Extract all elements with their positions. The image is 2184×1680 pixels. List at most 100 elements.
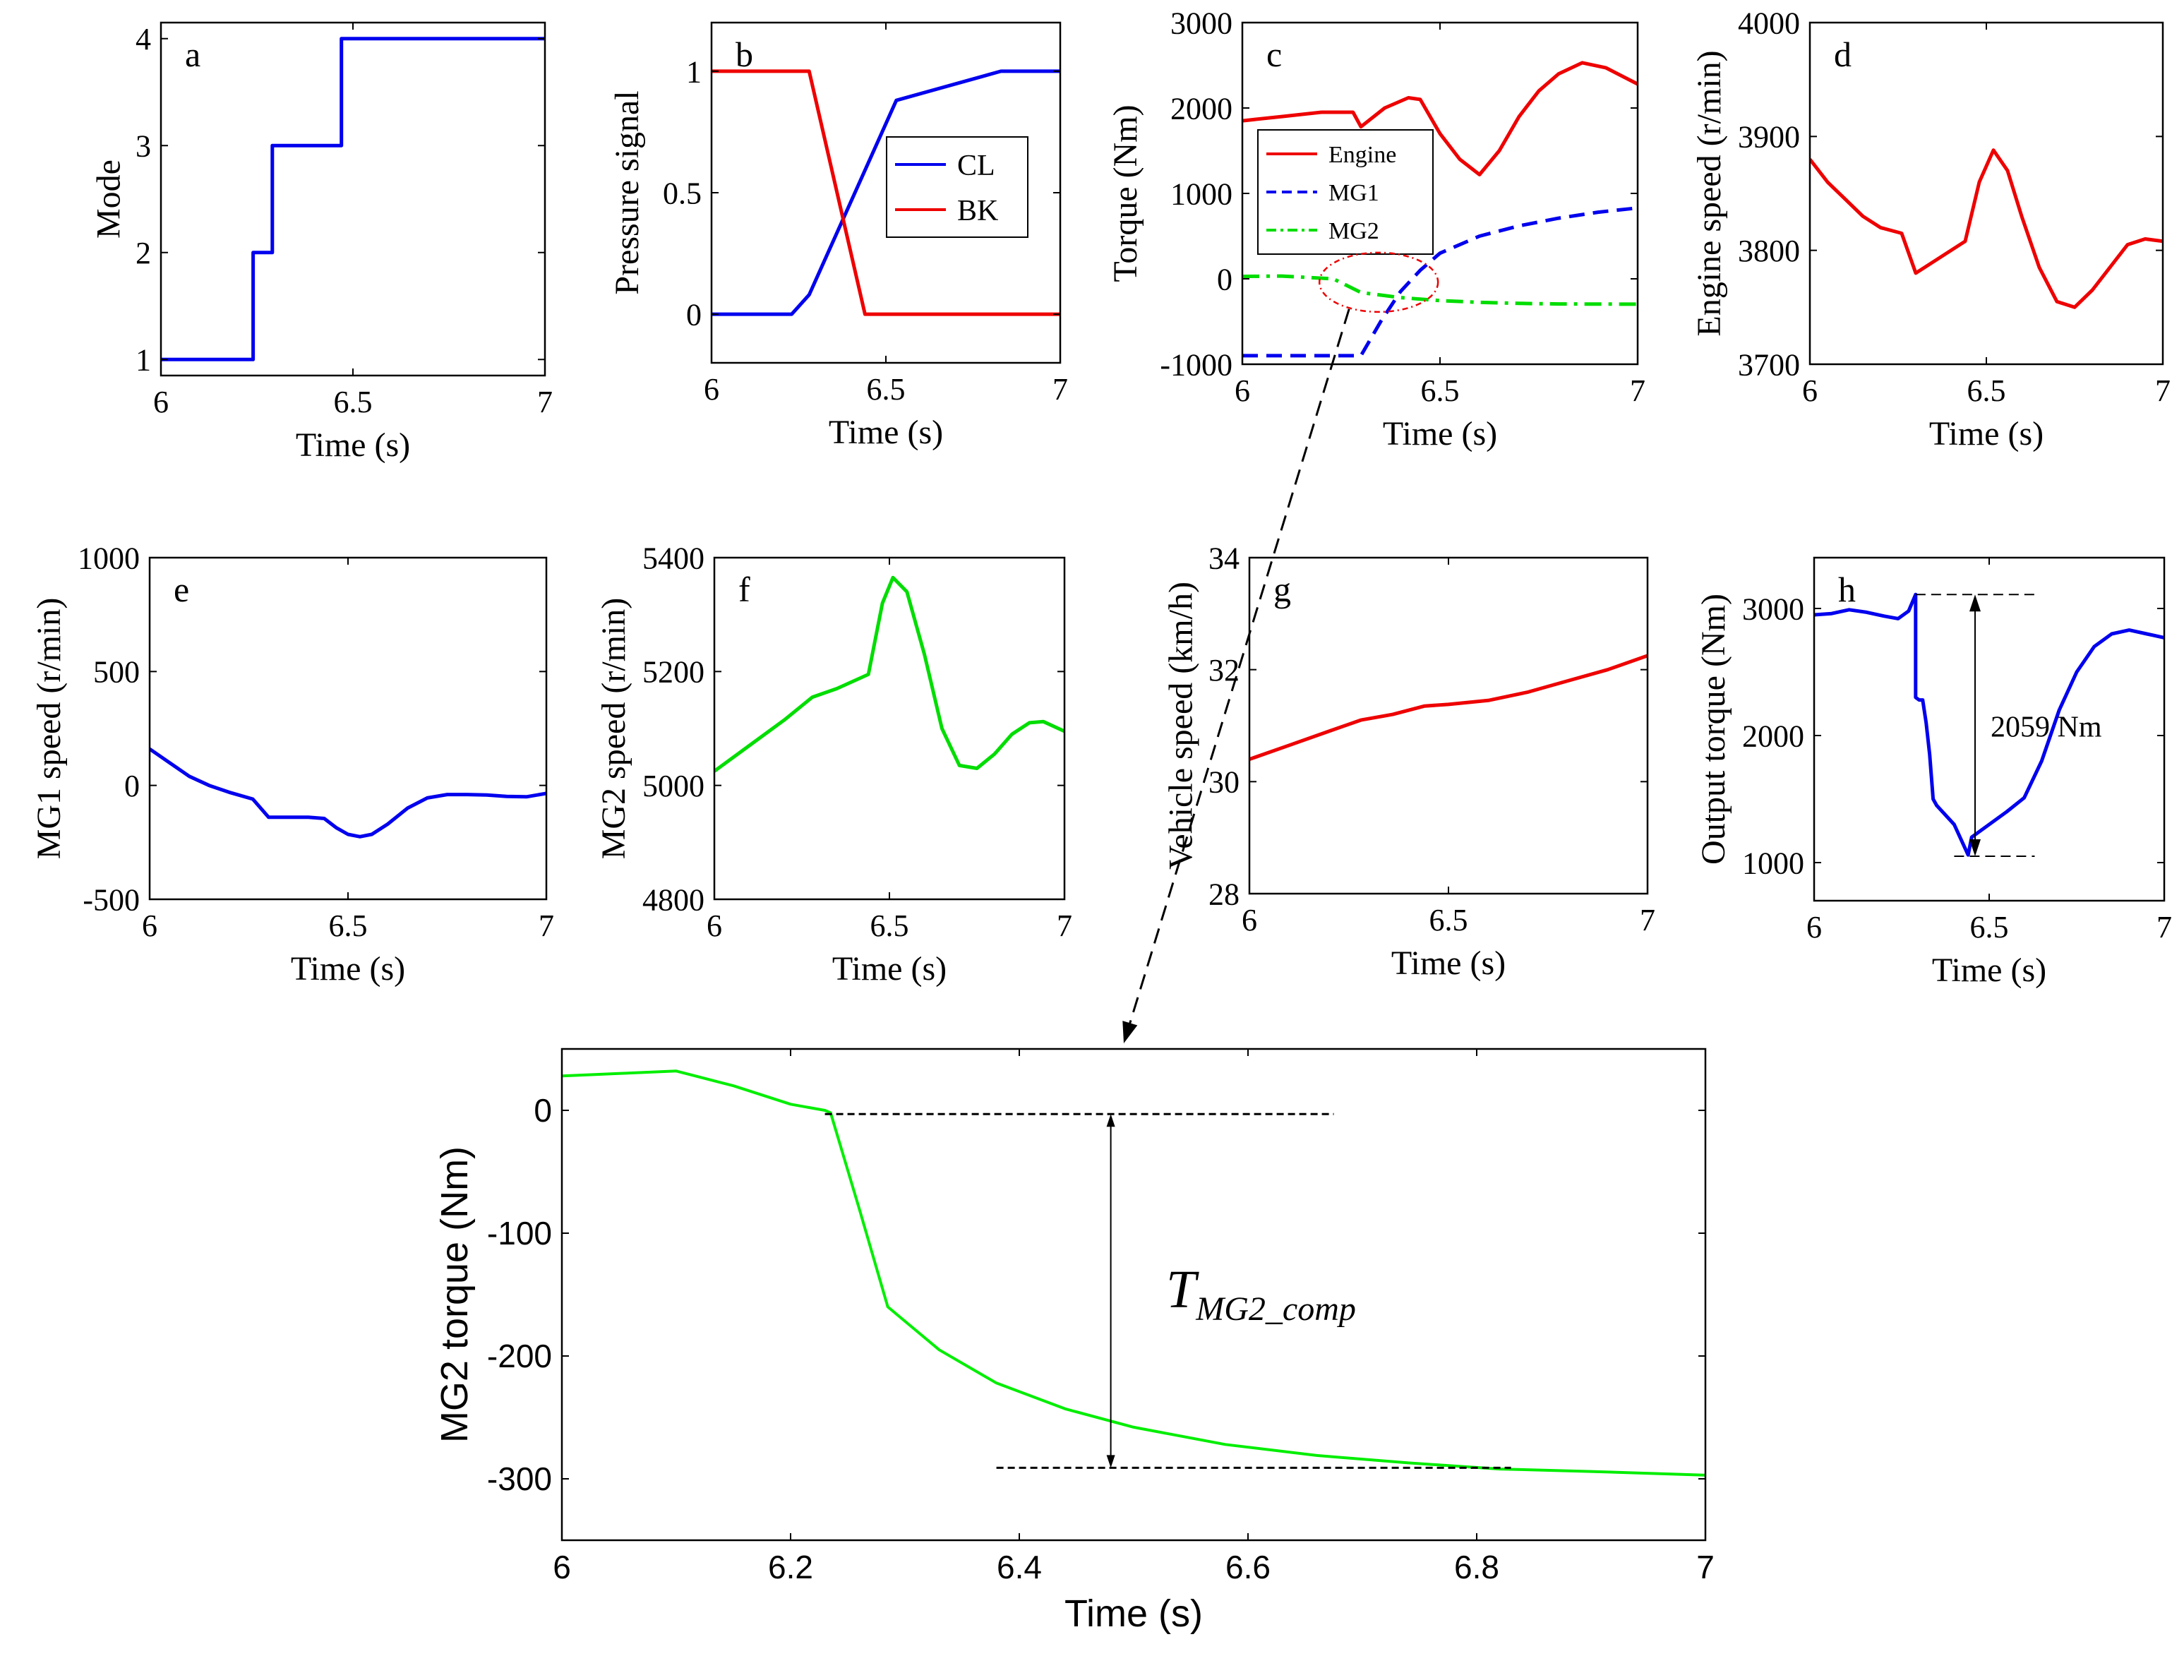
series-line-output-torque	[1814, 592, 2164, 857]
y-tick-label: 1000	[78, 541, 140, 575]
y-tick-label: 2	[136, 236, 151, 270]
annotation-label: TMG2_comp	[1166, 1260, 1356, 1328]
x-axis-label: Time (s)	[832, 950, 947, 988]
panel-b: 6 6.5 7 0 0.5 1 Time (s) Pressure signal b CL BK	[608, 21, 1068, 451]
x-tick-label: 7	[539, 908, 554, 943]
panel-label: h	[1838, 570, 1856, 609]
panel-label: f	[738, 570, 750, 609]
x-tick-label: 6	[1802, 373, 1818, 408]
x-tick-label: 6.5	[867, 372, 906, 407]
legend: CL BK	[886, 136, 1028, 238]
legend-entry: Engine	[1328, 142, 1396, 168]
x-tick-label: 7	[2156, 910, 2172, 944]
y-tick-label: 30	[1208, 765, 1240, 800]
x-tick-label: 7	[1052, 372, 1068, 407]
y-tick-label: 1	[136, 343, 151, 378]
y-tick-label: 3000	[1170, 6, 1232, 40]
series-line-cl	[712, 69, 1060, 316]
panel-label: d	[1834, 35, 1852, 74]
x-axis-label: Time (s)	[1064, 1592, 1203, 1635]
y-tick-label: 5400	[642, 541, 704, 575]
y-axis-label: Engine speed (r/min)	[1691, 50, 1728, 336]
x-axis-label: Time (s)	[1383, 415, 1497, 452]
x-tick-label: 6.5	[334, 385, 373, 419]
legend: Engine MG1 MG2	[1257, 129, 1434, 255]
legend-entry: BK	[957, 195, 998, 227]
y-tick-label: 4000	[1738, 6, 1800, 40]
x-tick-label: 6	[1242, 903, 1257, 937]
x-tick-label: 6	[142, 908, 157, 943]
plot-frame	[148, 556, 548, 901]
y-tick-label: 5000	[642, 769, 704, 803]
plot-frame	[560, 1048, 1707, 1542]
y-tick-label: 28	[1208, 877, 1240, 911]
annotation-symbol: T	[1166, 1260, 1199, 1319]
annotation-subscript: MG2_comp	[1195, 1290, 1356, 1328]
y-axis-label: Mode	[90, 160, 128, 239]
plot-frame	[1813, 556, 2166, 902]
series-line-engine	[1242, 61, 1638, 176]
x-tick-label: 6.5	[1970, 910, 2009, 944]
y-tick-label: 1000	[1170, 176, 1232, 211]
series-line-mg1	[1242, 206, 1638, 358]
y-axis-label: Torque (Nm)	[1107, 104, 1144, 282]
x-axis-label: Time (s)	[1929, 415, 2044, 452]
y-tick-label: 0	[1217, 262, 1232, 296]
series-line-mode	[161, 37, 545, 361]
zoom-arrowhead	[1122, 1021, 1138, 1043]
x-tick-label: 6	[707, 908, 722, 943]
panel-label: a	[185, 35, 200, 74]
x-tick-label: 6.5	[329, 908, 368, 943]
y-axis-label: MG2 torque (Nm)	[433, 1146, 476, 1443]
panel-a: 6 6.5 7 1 2 3 4 Time (s) Mode a	[90, 21, 553, 464]
panel-label: e	[174, 570, 189, 609]
x-axis-label: Time (s)	[291, 950, 405, 988]
x-tick-label: 6.8	[1454, 1549, 1499, 1585]
y-tick-label: 0	[686, 298, 702, 332]
x-tick-label: 6.5	[870, 908, 909, 943]
legend-entry: MG1	[1328, 180, 1379, 206]
y-tick-label: 3	[136, 129, 151, 164]
y-tick-label: 500	[93, 655, 140, 690]
legend-entry: CL	[957, 150, 995, 182]
annotation-arrowhead-down	[1106, 1455, 1115, 1468]
x-tick-label: 7	[1057, 908, 1072, 943]
y-tick-label: 3900	[1738, 120, 1800, 155]
x-tick-label: 6.4	[997, 1549, 1042, 1585]
x-tick-label: 6.5	[1967, 373, 2006, 408]
y-tick-label: -500	[83, 882, 140, 917]
x-tick-label: 6.5	[1421, 373, 1460, 408]
y-tick-label: 0	[124, 769, 140, 803]
y-axis-label: MG2 speed (r/min)	[595, 598, 632, 860]
series-line-mg2-speed	[714, 575, 1064, 773]
zoom-region-ellipse	[1318, 251, 1439, 313]
panel-label: c	[1266, 35, 1282, 74]
y-tick-label: 34	[1208, 541, 1240, 575]
panel-d: 6 6.5 7 3700 3800 3900 4000 Time (s) Engine spee…	[1691, 6, 2171, 452]
x-tick-label: 6.5	[1429, 903, 1468, 937]
x-tick-label: 6.6	[1225, 1549, 1271, 1585]
x-tick-label: 6.2	[768, 1549, 813, 1585]
x-tick-label: 6	[553, 1549, 571, 1585]
annotation-arrowhead-up	[1969, 594, 1981, 612]
y-tick-label: 4800	[642, 882, 704, 917]
y-axis-label: Pressure signal	[608, 90, 646, 294]
plot-frame	[713, 556, 1066, 901]
y-tick-label: 2000	[1742, 719, 1804, 753]
series-line-engine-speed	[1810, 148, 2163, 309]
x-axis-label: Time (s)	[829, 414, 943, 451]
x-tick-label: 7	[2155, 373, 2171, 408]
y-tick-label: -100	[487, 1215, 552, 1252]
y-tick-label: 1	[686, 54, 702, 89]
panel-c: 6 6.5 7 -1000 0 1000 2000 3000 Time (s) Torque (N…	[1107, 6, 1645, 452]
plot-frame	[160, 21, 546, 377]
y-axis-label: Output torque (Nm)	[1695, 594, 1732, 865]
zoom-callout	[1122, 251, 1439, 1044]
x-tick-label: 6	[1235, 373, 1250, 408]
series-line-vehicle-speed	[1249, 654, 1648, 761]
x-tick-label: 7	[537, 385, 553, 419]
series-line-mg2	[1242, 274, 1638, 306]
y-tick-label: -300	[487, 1460, 552, 1497]
